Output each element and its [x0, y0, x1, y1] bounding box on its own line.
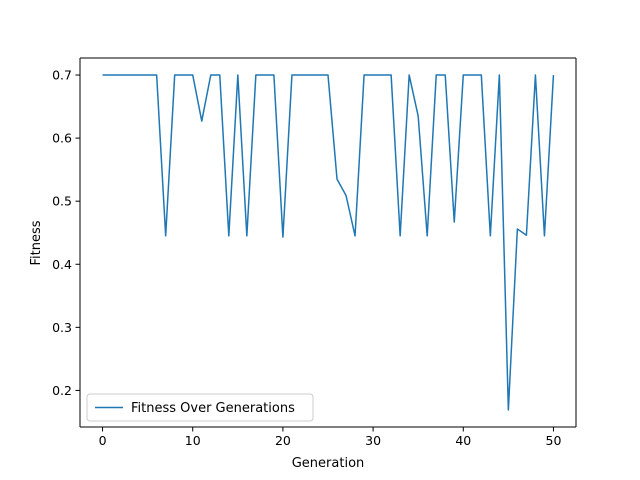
y-tick-label: 0.4 [52, 257, 72, 272]
y-tick-label: 0.7 [52, 68, 72, 83]
y-axis-label: Fitness [29, 220, 44, 265]
x-axis-label: Generation [292, 456, 365, 471]
y-tick-label: 0.5 [52, 194, 72, 209]
plot-area [80, 58, 576, 427]
legend: Fitness Over Generations [86, 393, 314, 422]
legend-box [86, 393, 314, 422]
x-tick-label: 0 [99, 433, 107, 448]
y-ticks: 0.2 0.3 0.4 0.5 0.6 0.7 [52, 68, 80, 398]
legend-label: Fitness Over Generations [131, 401, 295, 416]
y-tick-label: 0.3 [52, 320, 72, 335]
x-tick-label: 50 [546, 433, 562, 448]
x-tick-label: 10 [185, 433, 201, 448]
y-tick-label: 0.2 [52, 383, 72, 398]
x-tick-label: 20 [275, 433, 291, 448]
x-tick-label: 40 [455, 433, 471, 448]
x-tick-label: 30 [365, 433, 381, 448]
y-tick-label: 0.6 [52, 131, 72, 146]
series-layer [102, 74, 555, 411]
axes-frame [79, 57, 577, 428]
x-ticks: 0 10 20 30 40 50 [99, 427, 562, 448]
series-line [102, 74, 555, 411]
